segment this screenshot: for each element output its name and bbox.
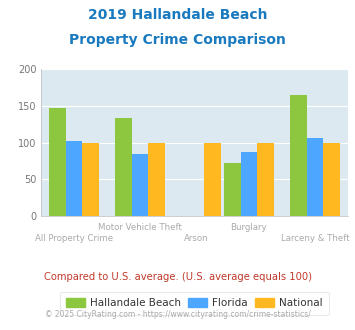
- Bar: [323, 143, 340, 216]
- Text: All Property Crime: All Property Crime: [35, 234, 113, 243]
- Bar: [257, 143, 274, 216]
- Bar: [204, 143, 221, 216]
- Bar: [132, 154, 148, 216]
- Bar: [66, 141, 82, 216]
- Text: 2019 Hallandale Beach: 2019 Hallandale Beach: [88, 8, 267, 22]
- Text: Larceny & Theft: Larceny & Theft: [280, 234, 349, 243]
- Bar: [82, 143, 99, 216]
- Bar: [49, 108, 66, 216]
- Bar: [224, 163, 241, 216]
- Bar: [148, 143, 165, 216]
- Bar: [307, 138, 323, 216]
- Text: Burglary: Burglary: [230, 223, 267, 232]
- Text: Property Crime Comparison: Property Crime Comparison: [69, 33, 286, 47]
- Text: Compared to U.S. average. (U.S. average equals 100): Compared to U.S. average. (U.S. average …: [44, 272, 311, 282]
- Text: Motor Vehicle Theft: Motor Vehicle Theft: [98, 223, 182, 232]
- Legend: Hallandale Beach, Florida, National: Hallandale Beach, Florida, National: [60, 292, 329, 314]
- Bar: [241, 152, 257, 216]
- Text: Arson: Arson: [184, 234, 208, 243]
- Bar: [115, 118, 132, 216]
- Bar: [290, 95, 307, 216]
- Text: © 2025 CityRating.com - https://www.cityrating.com/crime-statistics/: © 2025 CityRating.com - https://www.city…: [45, 310, 310, 318]
